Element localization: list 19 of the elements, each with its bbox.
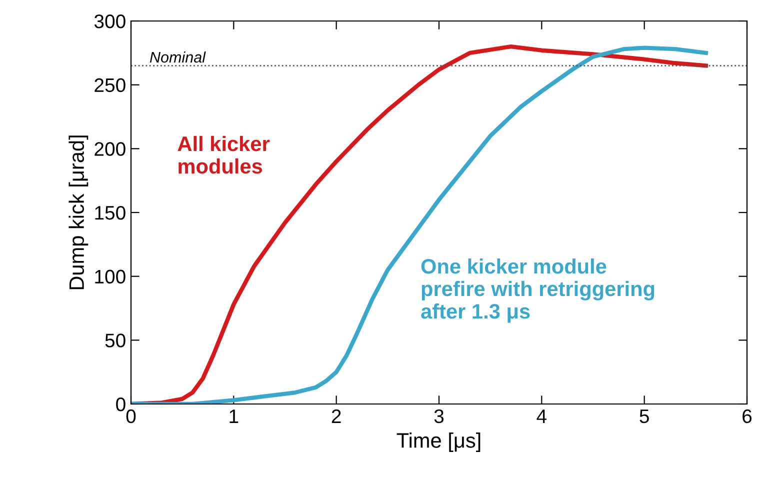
y-tick-label: 150	[95, 206, 126, 220]
series-label: One kicker module prefire with retriggering after 1.3 μs	[421, 258, 654, 323]
x-axis-title: Time [μs]	[396, 432, 480, 452]
y-axis-title: Dump kick [μrad]	[68, 136, 88, 290]
x-tick-label: 5	[640, 410, 649, 424]
x-tick-label: 1	[230, 410, 238, 423]
y-tick-label: 50	[105, 334, 126, 348]
ref-line-label: Nominal	[150, 51, 206, 63]
x-tick-label: 0	[126, 409, 136, 424]
y-tick-label: 0	[116, 397, 126, 412]
x-tick-label: 2	[332, 409, 341, 423]
y-tick-label: 250	[94, 78, 126, 92]
y-tick-label: 200	[94, 142, 126, 156]
x-tick-label: 4	[536, 410, 547, 423]
x-tick-label: 3	[434, 409, 444, 424]
text: All kicker modules	[178, 136, 270, 174]
y-tick-label: 100	[95, 270, 126, 284]
x-tick-label: 6	[742, 409, 752, 424]
y-tick-label: 300	[94, 14, 126, 28]
